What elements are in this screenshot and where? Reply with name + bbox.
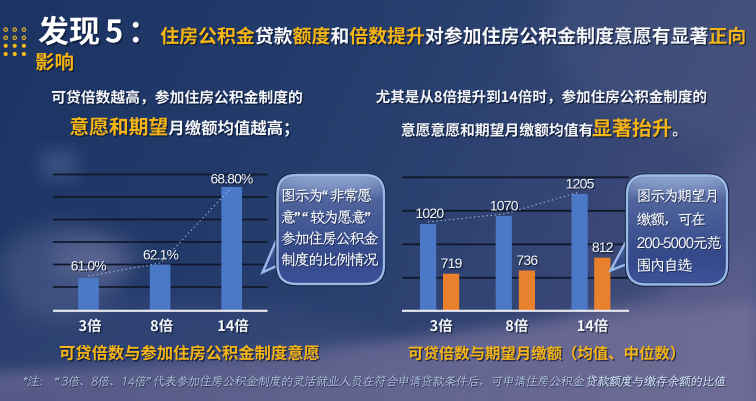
svg-text:812: 812 [592, 239, 614, 255]
svg-text:736: 736 [518, 253, 540, 269]
svg-text:736: 736 [516, 252, 538, 268]
svg-text:1070: 1070 [491, 199, 520, 215]
svg-text:62.1%: 62.1% [144, 249, 180, 264]
svg-text:61.0%: 61.0% [71, 258, 107, 273]
svg-text:1020: 1020 [415, 205, 444, 221]
svg-text:1070: 1070 [490, 198, 519, 214]
svg-text:812: 812 [593, 240, 615, 256]
svg-text:1205: 1205 [566, 175, 595, 191]
svg-text:719: 719 [441, 255, 463, 271]
svg-text:719: 719 [442, 256, 464, 272]
svg-text:62.1%: 62.1% [143, 248, 179, 263]
svg-text:1205: 1205 [567, 177, 596, 193]
svg-text:68.80%: 68.80% [211, 172, 254, 187]
svg-text:1020: 1020 [417, 206, 446, 222]
svg-text:68.80%: 68.80% [212, 173, 255, 188]
svg-text:61.0%: 61.0% [72, 260, 108, 275]
